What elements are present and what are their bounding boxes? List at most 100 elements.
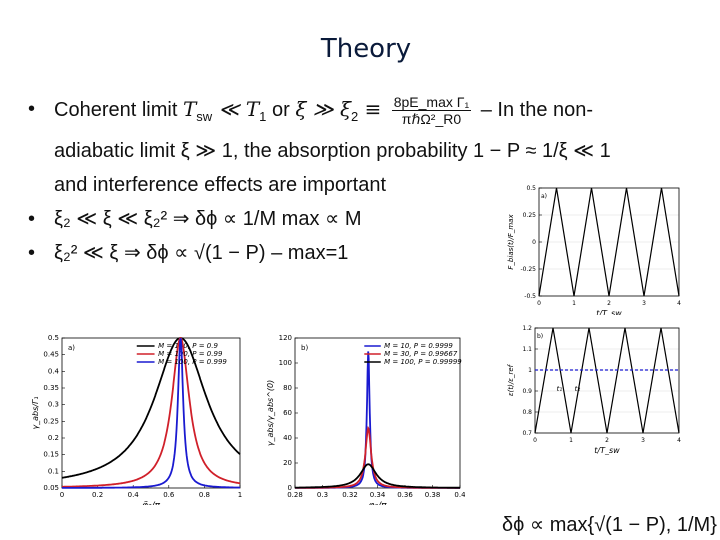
y-tick-label: 0.3 xyxy=(48,401,59,409)
y-axis-label: γ_abs/γ_abs^(0) xyxy=(266,380,275,447)
legend-label: M = 30, P = 0.99667 xyxy=(384,350,458,358)
x-tick-label: 0.3 xyxy=(317,491,328,499)
y-tick-label: 1 xyxy=(528,367,532,374)
y-tick-label: 0.25 xyxy=(43,417,59,425)
x-tick-label: 0.4 xyxy=(454,491,465,499)
series-line xyxy=(61,337,241,479)
plot-frame xyxy=(61,337,241,489)
x-tick-label: 3 xyxy=(642,300,646,307)
x-tick-label: 1 xyxy=(569,437,573,444)
y-tick-label: 0.5 xyxy=(48,334,59,342)
y-tick-label: 0.1 xyxy=(48,467,59,475)
y-tick-label: -0.25 xyxy=(520,266,536,273)
panel-label: b) xyxy=(537,333,543,340)
x-tick-label: 4 xyxy=(677,437,681,444)
chart-bias-a: 0 1 2 3 4 -0.5 -0.25 0 0.25 0.5 t/T_sw F_bias(t)/F_… xyxy=(507,185,681,315)
series-line xyxy=(295,425,460,489)
legend-label: M = 100, P = 0.999 xyxy=(158,358,227,366)
y-tick-label: 0.2 xyxy=(48,434,59,442)
series-line xyxy=(62,336,241,488)
bullet-3: • ξ₂² ≪ ξ ⇒ δϕ ∝ √(1 − P) – max=1 xyxy=(28,236,718,270)
b3-text: ξ₂² ≪ ξ ⇒ δϕ ∝ √(1 − P) – max=1 xyxy=(54,242,349,264)
x-tick-label: 4 xyxy=(677,300,681,307)
x-tick-label: 0.6 xyxy=(163,491,175,499)
x-axis-label: t/T_sw xyxy=(596,309,622,315)
x-tick-label: 0.28 xyxy=(287,491,303,499)
x-tick-label: 0.34 xyxy=(370,491,386,499)
b1-text-end: – In the non- xyxy=(475,99,594,121)
bullet-list: • Coherent limit Tsw ≪ T1 or ξ ≫ ξ2 ≡ 8p… xyxy=(28,92,718,270)
panel-label: a) xyxy=(68,344,75,352)
y-tick-label: 100 xyxy=(279,359,292,367)
x-tick-label: 0.4 xyxy=(128,491,140,499)
b1-equiv: ≡ xyxy=(358,97,388,121)
b1-tsw-sub: sw xyxy=(196,109,213,124)
y-tick-label: 0.35 xyxy=(43,384,59,392)
b2-text: ξ₂ ≪ ξ ≪ ξ₂² ⇒ δϕ ∝ 1/M max ∝ M xyxy=(54,208,362,230)
x-axis-label: φ̃₂/π xyxy=(142,501,161,505)
slide-title: Theory xyxy=(320,34,412,64)
annotation-label: t₂ xyxy=(575,385,581,393)
series-line xyxy=(62,338,240,489)
b1-or: or xyxy=(266,99,296,121)
y-tick-label: 120 xyxy=(279,334,292,342)
chart-absorption-b: 0.28 0.3 0.32 0.34 0.36 0.38 0.4 0 20 40 60 80 100 12… xyxy=(266,334,465,505)
b1-text: Coherent limit xyxy=(54,99,183,121)
y-tick-label: 60 xyxy=(283,409,292,417)
y-tick-label: 0.45 xyxy=(43,351,59,359)
y-axis-label: F_bias(t)/F_max xyxy=(507,214,515,270)
bullet-dot: • xyxy=(28,98,36,120)
b1-fraction: 8pE_max Γ₁ πℏΩ²_R0 xyxy=(391,94,472,128)
y-tick-label: 1.1 xyxy=(522,346,532,353)
b1-xi-sub: 2 xyxy=(351,109,359,124)
y-tick-label: 0 xyxy=(532,239,536,246)
legend-label: M = 100, P = 0.99 xyxy=(158,350,223,358)
panel-label: b) xyxy=(301,344,308,352)
y-tick-label: 0.05 xyxy=(43,484,59,492)
x-tick-label: 0.8 xyxy=(199,491,210,499)
y-tick-label: 0 xyxy=(288,484,292,492)
x-tick-label: 0.38 xyxy=(425,491,441,499)
b1-t1-sub: 1 xyxy=(259,109,267,124)
chart-bias-b: 0 1 2 3 4 0.7 0.8 0.9 1 1.1 1.2 t/T_sw ε(t)/ε_ref b) t… xyxy=(507,325,681,455)
chart-absorption-a: 0 0.2 0.4 0.6 0.8 1 0.05 0.1 0.15 0.2 0.25 0.3 0.35 0… xyxy=(31,334,242,505)
y-tick-label: 0.8 xyxy=(522,409,532,416)
x-tick-label: 0.2 xyxy=(92,491,103,499)
b1-tsw: T xyxy=(182,97,197,121)
x-tick-label: 0.32 xyxy=(342,491,358,499)
y-axis-label: γ_abs/Γ₁ xyxy=(31,396,40,429)
legend-label: M = 100, P = 0.9 xyxy=(158,342,218,350)
y-tick-label: 0.7 xyxy=(522,430,532,437)
frac-num: 8pE_max Γ₁ xyxy=(391,94,472,112)
x-axis-label: φ₂/π xyxy=(369,501,388,505)
x-tick-label: 0 xyxy=(60,491,64,499)
x-tick-label: 1 xyxy=(572,300,576,307)
x-axis-label: t/T_sw xyxy=(594,446,620,455)
y-tick-label: 0.15 xyxy=(43,451,59,459)
plot-frame xyxy=(534,327,680,434)
x-tick-label: 0 xyxy=(533,437,537,444)
formula: δϕ ∝ max{√(1 − P), 1/M} xyxy=(502,514,717,536)
y-tick-label: 0.5 xyxy=(526,185,536,192)
legend-label: M = 100, P = 0.99999 xyxy=(384,358,462,366)
y-tick-label: 0.9 xyxy=(522,388,532,395)
legend-label: M = 10, P = 0.9999 xyxy=(384,342,453,350)
series-line xyxy=(534,327,680,434)
x-tick-label: 2 xyxy=(605,437,609,444)
series-line xyxy=(295,463,460,489)
y-tick-label: 80 xyxy=(283,384,292,392)
x-tick-label: 3 xyxy=(641,437,645,444)
b1-t1: ≪ T xyxy=(212,97,260,121)
x-tick-label: 0 xyxy=(537,300,541,307)
y-tick-label: 20 xyxy=(283,459,292,467)
bullet-dot: • xyxy=(28,208,36,230)
bullet-1-line2: adiabatic limit ξ ≫ 1, the absorption pr… xyxy=(54,140,611,162)
frac-den: πℏΩ²_R0 xyxy=(401,111,462,128)
y-tick-label: 1.2 xyxy=(522,325,532,332)
bullet-1-line3: and interference effects are important xyxy=(54,174,387,196)
y-tick-label: 0.25 xyxy=(523,212,537,219)
x-tick-label: 2 xyxy=(607,300,611,307)
y-tick-label: 40 xyxy=(283,434,292,442)
annotation-label: t₁ xyxy=(557,385,563,393)
series-line xyxy=(295,351,460,489)
